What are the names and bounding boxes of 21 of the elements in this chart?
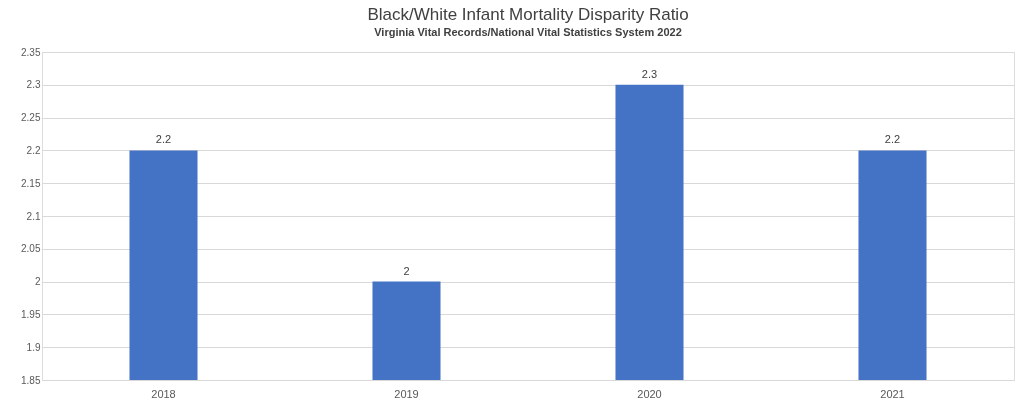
x-tick-label: 2018 bbox=[151, 387, 176, 400]
y-tick-label: 2.25 bbox=[21, 112, 41, 124]
x-tick-label: 2021 bbox=[880, 387, 905, 400]
data-label: 2.2 bbox=[155, 133, 172, 146]
data-label: 2.3 bbox=[641, 67, 658, 80]
y-tick-label: 1.95 bbox=[21, 308, 41, 320]
data-label: 2.2 bbox=[884, 133, 901, 146]
x-tick-label: 2019 bbox=[394, 387, 419, 400]
y-tick-label: 2.1 bbox=[26, 210, 41, 222]
y-tick-label: 1.85 bbox=[21, 374, 41, 386]
chart-subtitle: Virginia Vital Records/National Vital Statistics System 2022 bbox=[374, 26, 682, 38]
y-tick-label: 2.3 bbox=[26, 79, 41, 91]
data-label: 2 bbox=[403, 264, 410, 277]
y-tick-label: 1.9 bbox=[26, 341, 41, 353]
y-tick-label: 2.05 bbox=[21, 243, 41, 255]
x-tick-label: 2020 bbox=[637, 387, 662, 400]
y-tick-label: 2.15 bbox=[21, 177, 41, 189]
y-tick-label: 2.2 bbox=[26, 144, 41, 156]
chart-title: Black/White Infant Mortality Disparity Ratio bbox=[367, 5, 689, 24]
y-tick-label: 2 bbox=[34, 276, 41, 288]
y-tick-label: 2.35 bbox=[21, 46, 41, 58]
